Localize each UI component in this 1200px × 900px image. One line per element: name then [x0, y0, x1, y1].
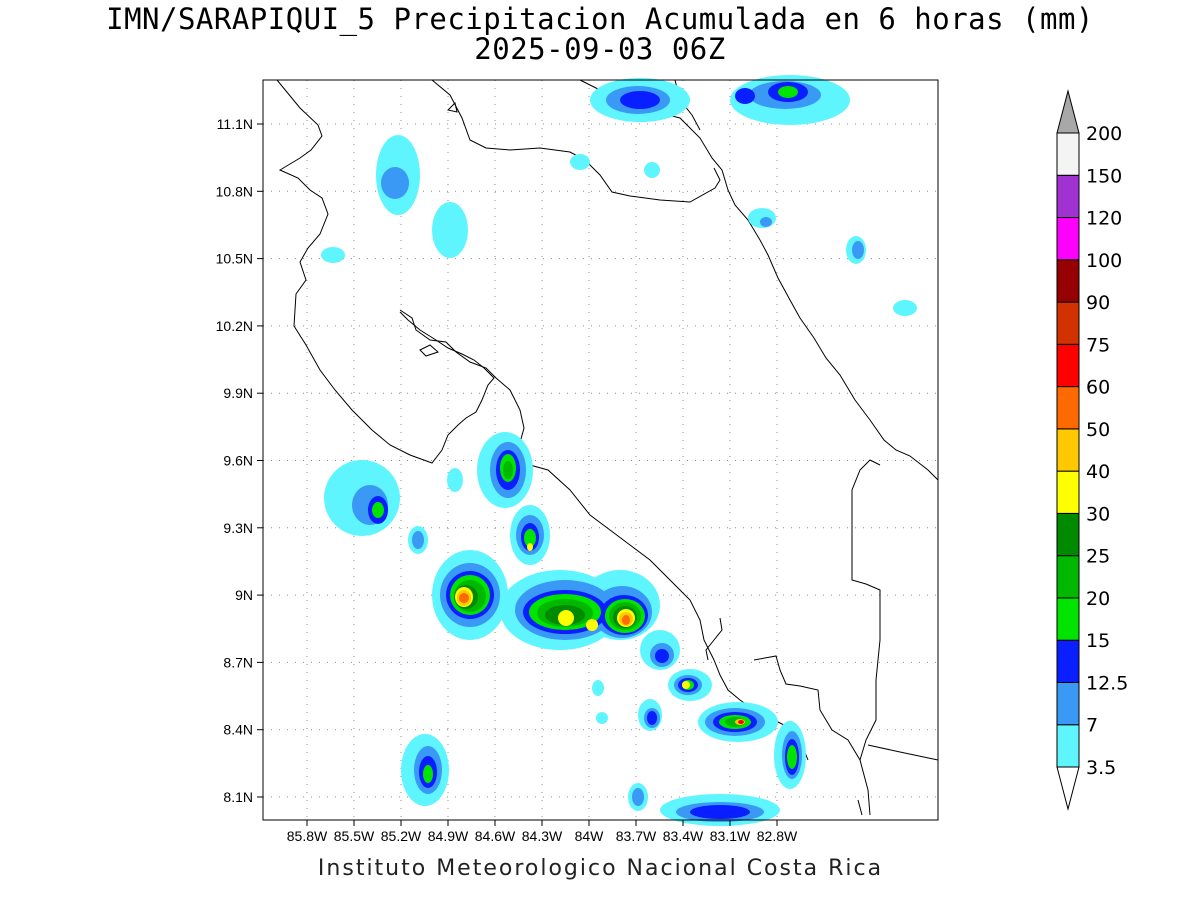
- coastline: [276, 79, 939, 816]
- lat-tick-label: 8.1N: [223, 789, 253, 805]
- colorbar-swatch: [1056, 597, 1080, 641]
- lat-tick-label: 8.4N: [223, 722, 253, 738]
- colorbar-level-label: 200: [1086, 123, 1122, 145]
- lat-tick-label: 9.9N: [223, 385, 253, 401]
- colorbar-level-label: 30: [1086, 503, 1110, 525]
- colorbar-swatch: [1056, 217, 1080, 261]
- colorbar-swatch: [1056, 259, 1080, 303]
- colorbar-swatch: [1056, 301, 1080, 345]
- map-gridlines: [263, 80, 938, 820]
- lat-tick-label: 10.8N: [216, 183, 253, 199]
- longitude-axis: 85.8W 85.5W 85.2W 84.9W 84.6W 84.3W 84W 83.7W 83…: [287, 820, 798, 844]
- colorbar-level-label: 12.5: [1086, 672, 1128, 694]
- colorbar-swatch: [1056, 386, 1080, 430]
- lon-tick-label: 83.1W: [710, 828, 751, 844]
- lat-tick-label: 8.7N: [223, 654, 253, 670]
- colorbar-level-label: 20: [1086, 588, 1110, 610]
- lon-tick-label: 82.8W: [757, 828, 798, 844]
- colorbar-swatch: [1056, 428, 1080, 472]
- colorbar-level-label: 120: [1086, 208, 1122, 230]
- lat-tick-label: 10.2N: [216, 318, 253, 334]
- lon-tick-label: 84W: [575, 828, 605, 844]
- colorbar-legend: 3.5 7 12.5 15 20 25 30 40 50 60 75 90 100 120 150 200: [1056, 89, 1128, 811]
- latitude-axis: 11.1N 10.8N 10.5N 10.2N 9.9N 9.6N 9.3N 9N 8.7N 8.…: [216, 116, 263, 805]
- colorbar-swatch: [1056, 174, 1080, 219]
- colorbar-swatch: [1056, 512, 1080, 557]
- lon-tick-label: 83.7W: [616, 828, 657, 844]
- lat-tick-label: 10.5N: [216, 251, 253, 267]
- colorbar-swatch: [1056, 724, 1080, 768]
- lat-tick-label: 9.3N: [223, 520, 253, 536]
- colorbar-upper-arrow: [1056, 89, 1080, 134]
- footer-credit: Instituto Meteorologico Nacional Costa R…: [317, 856, 884, 881]
- precipitation-field: [321, 75, 917, 826]
- colorbar-swatch: [1056, 132, 1080, 176]
- lat-tick-label: 9.6N: [223, 453, 253, 469]
- colorbar-swatch: [1056, 555, 1080, 599]
- colorbar-level-label: 100: [1086, 250, 1122, 272]
- lon-tick-label: 84.3W: [522, 828, 563, 844]
- colorbar-level-label: 50: [1086, 419, 1110, 441]
- lon-tick-label: 83.4W: [663, 828, 704, 844]
- colorbar-level-label: 150: [1086, 165, 1122, 187]
- colorbar-lower-arrow: [1056, 766, 1080, 811]
- colorbar-swatch: [1056, 343, 1080, 388]
- colorbar-level-label: 75: [1086, 334, 1110, 356]
- lat-tick-label: 9N: [235, 587, 253, 603]
- map-title: IMN/SARAPIQUI_5 Precipitacion Acumulada …: [106, 2, 1094, 36]
- colorbar-level-label: 15: [1086, 630, 1110, 652]
- lon-tick-label: 84.6W: [475, 828, 516, 844]
- map-area: [262, 75, 939, 826]
- colorbar-level-label: 25: [1086, 546, 1110, 568]
- colorbar-swatch: [1056, 470, 1080, 514]
- lon-tick-label: 85.2W: [381, 828, 422, 844]
- colorbar-level-label: 3.5: [1086, 757, 1116, 779]
- colorbar-level-label: 90: [1086, 292, 1110, 314]
- colorbar-swatch: [1056, 639, 1080, 683]
- lon-tick-label: 85.5W: [334, 828, 375, 844]
- colorbar-swatch: [1056, 681, 1080, 726]
- lat-tick-label: 11.1N: [217, 116, 253, 132]
- colorbar-level-label: 60: [1086, 377, 1110, 399]
- map-subtitle-date: 2025-09-03 06Z: [474, 32, 726, 66]
- colorbar-level-label: 7: [1086, 715, 1098, 737]
- map-frame: [262, 79, 939, 821]
- lon-tick-label: 85.8W: [287, 828, 328, 844]
- colorbar-level-label: 40: [1086, 461, 1110, 483]
- lon-tick-label: 84.9W: [428, 828, 469, 844]
